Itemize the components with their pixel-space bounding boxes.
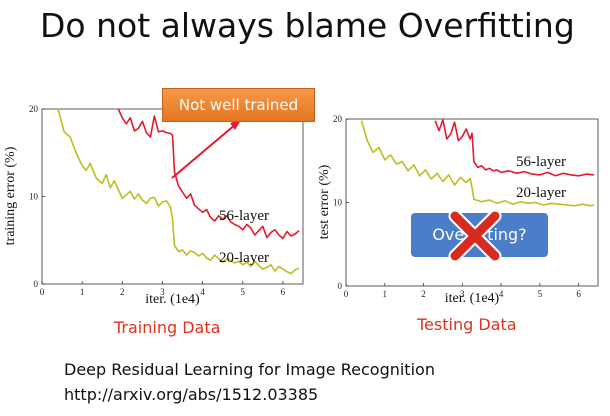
train-x-axis-label: iter. (1e4)	[145, 292, 200, 307]
test-x-tick-label: 2	[421, 289, 426, 299]
not-well-trained-callout: Not well trained	[162, 88, 315, 122]
test-series-label: 56-layer	[516, 154, 566, 170]
reference-title: Deep Residual Learning for Image Recogni…	[64, 360, 435, 379]
slide-title: Do not always blame Overfitting	[40, 6, 575, 45]
training-data-caption: Training Data	[114, 318, 221, 337]
testing-data-caption: Testing Data	[417, 315, 517, 334]
train-series-20layer	[57, 108, 300, 275]
train-x-tick-label: 1	[80, 287, 85, 297]
test-series-label: 20-layer	[516, 185, 566, 201]
train-x-tick-label: 0	[40, 287, 45, 297]
train-y-tick-label: 0	[34, 279, 39, 289]
train-x-tick-label: 3	[160, 287, 165, 297]
test-x-tick-label: 6	[576, 289, 581, 299]
train-x-tick-label: 2	[120, 287, 125, 297]
train-series-label: 20-layer	[219, 250, 269, 266]
test-x-tick-label: 1	[383, 289, 388, 299]
test-x-tick-label: 0	[344, 289, 349, 299]
train-x-tick-label: 6	[281, 287, 286, 297]
test-x-tick-label: 4	[499, 289, 504, 299]
test-y-axis-label: test error (%)	[317, 164, 332, 239]
train-series-56layer	[117, 108, 300, 240]
test-x-tick-label: 5	[538, 289, 543, 299]
test-y-tick-label: 20	[333, 114, 343, 124]
train-y-tick-label: 10	[29, 192, 39, 202]
callout-arrow	[171, 120, 241, 179]
test-series-56layer	[434, 119, 595, 177]
train-x-tick-label: 5	[241, 287, 246, 297]
cross-icon	[448, 209, 502, 263]
test-y-tick-label: 10	[333, 198, 343, 208]
test-x-axis-label: iter. (1e4)	[445, 291, 500, 306]
test-series-20layer	[360, 120, 595, 207]
reference-url: http://arxiv.org/abs/1512.03385	[64, 385, 319, 404]
train-y-axis-label: training error (%)	[3, 146, 18, 245]
train-x-tick-label: 4	[200, 287, 205, 297]
test-y-tick-label: 0	[338, 281, 343, 291]
test-x-tick-label: 3	[460, 289, 465, 299]
train-series-label: 56-layer	[219, 208, 269, 224]
train-y-tick-label: 20	[29, 104, 39, 114]
